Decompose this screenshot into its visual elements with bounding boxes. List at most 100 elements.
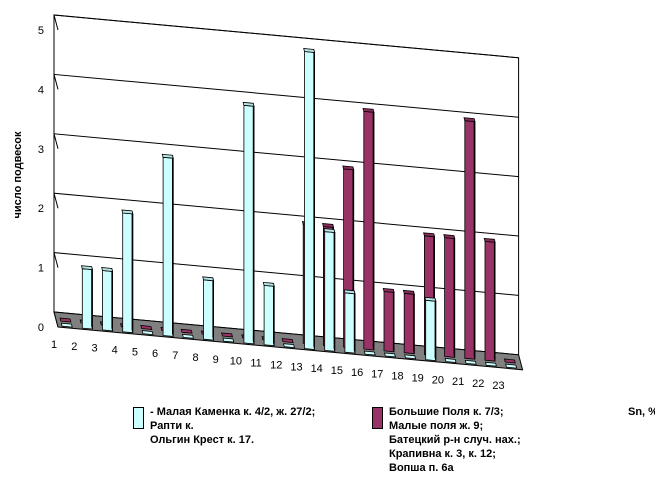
bar <box>343 289 356 354</box>
bar-face <box>434 298 437 361</box>
bar-face <box>444 237 456 358</box>
bar-face <box>282 343 295 349</box>
bar-face <box>322 223 335 228</box>
bar-face <box>402 289 415 295</box>
x-tick-label: 8 <box>192 352 198 364</box>
legend-label-series-2: Большие Поля к. 7/3; Малые поля ж. 9; Ба… <box>389 406 521 474</box>
bar-face <box>181 333 194 339</box>
bar <box>404 354 417 360</box>
bar-face <box>424 296 437 302</box>
x-tick-label: 3 <box>91 343 97 355</box>
bar-face <box>131 210 134 333</box>
x-tick-label: 22 <box>472 378 484 390</box>
bar <box>483 237 496 362</box>
y-tick-label: 0 <box>38 322 44 334</box>
bar-face <box>503 358 516 364</box>
bar-face <box>101 267 114 272</box>
y-tick-label: 4 <box>38 84 44 96</box>
x-tick-label: 19 <box>412 372 424 384</box>
bar-face <box>161 153 174 159</box>
bar <box>281 338 294 343</box>
x-tick-label: 13 <box>290 361 302 373</box>
bar <box>140 325 153 330</box>
bar <box>180 328 193 334</box>
bar-face <box>262 281 275 287</box>
bar-face <box>344 292 356 354</box>
bar-face <box>483 237 496 243</box>
bar-face <box>212 277 215 341</box>
bar-face <box>444 358 457 363</box>
bar <box>443 234 456 358</box>
bar-face <box>121 209 134 215</box>
bar <box>444 358 457 363</box>
x-tick-label: 2 <box>71 341 77 353</box>
bar <box>101 267 114 332</box>
bar <box>242 101 255 345</box>
bar-face <box>505 363 518 369</box>
bar-face <box>140 325 153 330</box>
bar-face <box>203 279 215 341</box>
bar-face <box>252 103 255 345</box>
x-tick-label: 9 <box>213 354 219 366</box>
bar-face <box>383 291 395 353</box>
x-tick-label: 5 <box>132 346 138 358</box>
gridline <box>53 14 519 59</box>
bar-face <box>171 155 174 337</box>
legend-entry-series-1: - Малая Каменка к. 4/2, ж. 27/2; Рапти к… <box>133 405 363 455</box>
bar-face <box>111 268 113 332</box>
bar <box>505 363 518 369</box>
bar-face <box>363 110 375 351</box>
bar-face <box>303 48 316 53</box>
y-tick-label: 3 <box>38 144 44 156</box>
x-tick-label: 15 <box>331 365 343 377</box>
x-tick-label: 17 <box>371 369 383 381</box>
bar-face <box>453 235 456 358</box>
bar-face <box>323 228 336 233</box>
x-tick-label: 1 <box>51 339 57 351</box>
bar <box>121 209 134 334</box>
bar-face <box>81 268 93 330</box>
x-tick-label: 10 <box>230 356 242 368</box>
bar <box>80 265 93 330</box>
bar <box>382 288 395 353</box>
bar <box>141 330 154 336</box>
bar-face <box>372 109 375 351</box>
bar-face <box>162 156 174 337</box>
x-axis-label: Sn, % <box>628 406 655 418</box>
y-tick-label: 5 <box>38 25 44 37</box>
bar-face <box>464 120 476 360</box>
bar <box>463 117 476 360</box>
x-tick-label: 16 <box>351 367 363 379</box>
bar-face <box>272 283 275 346</box>
bar-face <box>423 232 436 238</box>
legend-label-series-1: - Малая Каменка к. 4/2, ж. 27/2; Рапти к… <box>150 406 316 446</box>
bar <box>323 228 336 352</box>
bar-face <box>333 229 336 352</box>
bar-face <box>102 270 113 332</box>
bar <box>383 352 396 358</box>
legend-swatch-series-2 <box>372 407 383 429</box>
x-axis-ticks: 1 2 3 4 5 6 7 8 9 10 11 12 13 14 15 16 17 18 19 20 21 22 23 <box>51 339 505 392</box>
bar-face <box>281 338 294 343</box>
x-tick-label: 18 <box>391 371 403 383</box>
bar <box>59 317 72 323</box>
bar-face <box>362 107 375 113</box>
bar <box>161 153 174 337</box>
x-tick-label: 6 <box>152 348 158 360</box>
bar-face <box>382 288 395 293</box>
bar-face <box>80 265 93 271</box>
y-tick-label: 1 <box>38 263 44 275</box>
bar-face <box>242 101 255 107</box>
bar <box>363 350 376 356</box>
bar <box>484 361 497 367</box>
bar-face <box>263 284 275 347</box>
bar <box>222 337 235 343</box>
bar-face <box>304 51 316 350</box>
y-axis-label: число подвесок <box>12 131 24 219</box>
bar-face <box>342 165 355 171</box>
bar-face <box>404 354 417 360</box>
bar-face <box>91 266 93 330</box>
x-tick-label: 23 <box>492 380 504 392</box>
x-tick-label: 14 <box>311 363 323 375</box>
